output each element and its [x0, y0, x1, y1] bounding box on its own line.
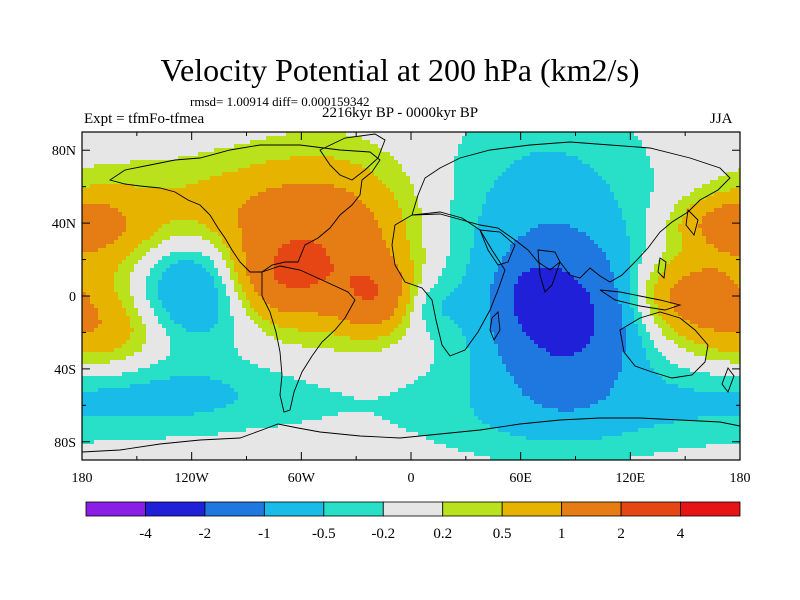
colorbar-label: -0.5: [312, 526, 336, 542]
coast-africa: [391, 211, 506, 357]
colorbar-label: -1: [258, 526, 271, 542]
colorbar-swatch: [620, 501, 681, 517]
coast-madagascar: [489, 311, 501, 342]
colorbar-swatch: [323, 501, 384, 517]
coast-japan: [685, 209, 699, 236]
colorbar-swatch: [263, 501, 325, 517]
colorbar-swatch: [501, 501, 563, 517]
colorbar-label: -2: [199, 526, 212, 542]
rmsd-diff-stats: rmsd= 1.00914 diff= 0.000159342: [190, 94, 370, 109]
colorbar-label: -0.2: [371, 526, 395, 542]
lon-tick-label: 180: [72, 471, 93, 486]
lat-tick-label: 40S: [54, 363, 76, 378]
colorbar-label: 0.5: [493, 526, 512, 542]
coast-eurasia: [411, 141, 731, 283]
colorbar-label: 2: [617, 526, 625, 542]
coast-arabia: [479, 229, 516, 266]
period-label: 2216kyr BP - 0000kyr BP: [322, 105, 479, 121]
lon-tick-label: 60E: [509, 471, 532, 486]
lon-tick-label: 120E: [616, 471, 646, 486]
colorbar-swatch: [680, 501, 741, 517]
lat-tick-label: 80N: [52, 144, 76, 159]
lat-tick-label: 0: [69, 290, 76, 305]
lon-tick-label: 120W: [175, 471, 210, 486]
coastlines: [82, 133, 740, 453]
coast-north-america: [108, 144, 381, 273]
colorbar-swatch: [382, 501, 444, 517]
colorbar-label: 1: [558, 526, 566, 542]
contour-field: [82, 132, 740, 460]
page-title: Velocity Potential at 200 hPa (km2/s): [160, 52, 640, 88]
colorbar-swatch: [85, 501, 146, 517]
season-label: JJA: [710, 111, 733, 127]
lon-tick-label: 60W: [288, 471, 316, 486]
colorbar-swatch: [204, 501, 265, 517]
coast-indonesia: [599, 289, 682, 311]
colorbar-label: 0.2: [433, 526, 452, 542]
lon-tick-label: 180: [730, 471, 751, 486]
coast-antarctica: [82, 417, 740, 453]
coast-south-america: [261, 265, 356, 413]
colorbar-swatch: [442, 501, 503, 517]
colorbar-label: 4: [677, 526, 685, 542]
lat-tick-label: 80S: [54, 436, 76, 451]
coast-philippines: [657, 257, 667, 279]
coast-india: [537, 249, 561, 293]
coast-australia: [619, 311, 709, 379]
lon-tick-label: 0: [408, 471, 415, 486]
experiment-label: Expt = tfmFo-tfmea: [84, 111, 205, 127]
colorbar-swatch: [561, 501, 622, 517]
coast-new-zealand: [721, 367, 735, 393]
lat-tick-label: 40N: [52, 217, 76, 232]
colorbar-label: -4: [139, 526, 152, 542]
coast-greenland: [319, 133, 386, 181]
map-axes: 80N 40N 0 40S 80S 180 120W 60W 0 60E 120E 180: [52, 132, 751, 486]
colorbar-swatch: [145, 501, 206, 517]
